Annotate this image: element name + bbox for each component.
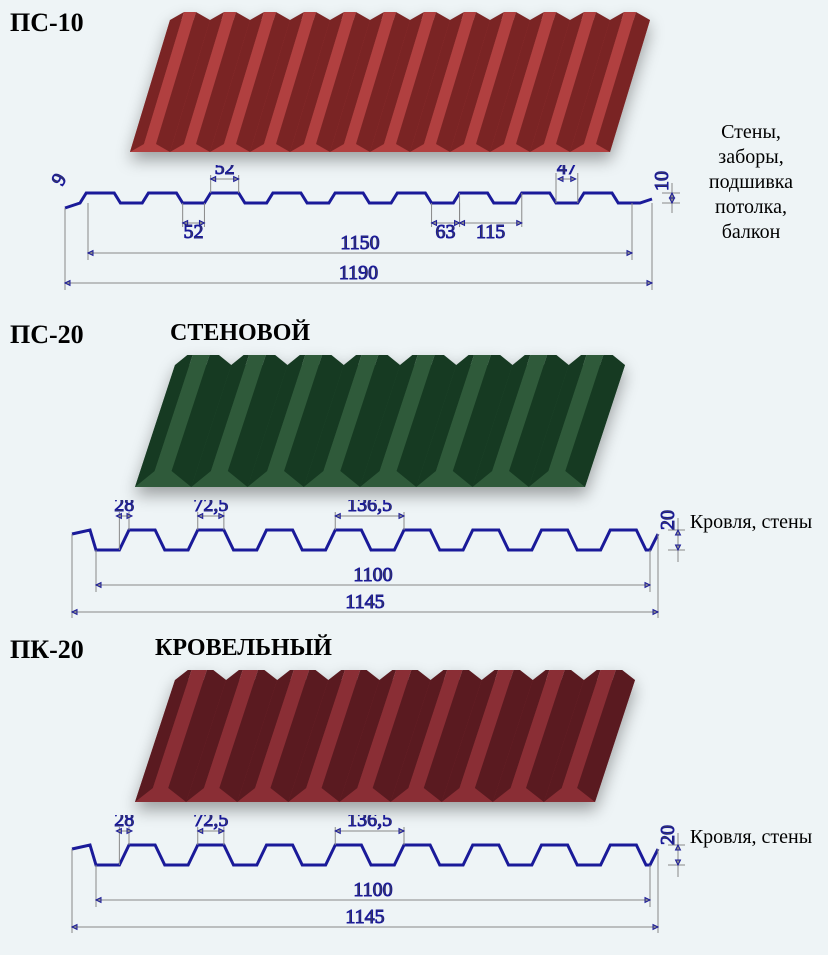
svg-text:1145: 1145 (345, 591, 384, 613)
svg-text:136,5: 136,5 (347, 815, 392, 831)
svg-text:20: 20 (657, 510, 679, 530)
svg-text:72,5: 72,5 (193, 500, 228, 516)
usage-ps20: Кровля, стены (686, 510, 816, 535)
svg-text:1100: 1100 (353, 564, 392, 586)
model-label: ПК-20 (10, 635, 84, 665)
sheet-3d-ps10 (130, 10, 650, 170)
subtitle-ps20: СТЕНОВОЙ (170, 320, 310, 347)
section-pk20: ПК-20 КРОВЕЛЬНЫЙ 28 72,5 136,5 20 1100 1145 К… (0, 635, 828, 953)
svg-text:136,5: 136,5 (347, 500, 392, 516)
profile-pk20: 28 72,5 136,5 20 1100 1145 (50, 815, 700, 955)
svg-text:20: 20 (657, 825, 679, 845)
svg-text:1100: 1100 (353, 879, 392, 901)
profile-ps20: 28 72,5 136,5 20 1100 1145 (50, 500, 700, 640)
svg-text:1190: 1190 (339, 262, 378, 284)
svg-text:9: 9 (50, 170, 71, 190)
svg-text:72,5: 72,5 (193, 815, 228, 831)
section-ps20: ПС-20 СТЕНОВОЙ 28 72,5 136,5 20 1100 1145 Кро… (0, 320, 828, 635)
usage-pk20: Кровля, стены (686, 825, 816, 850)
svg-text:52: 52 (184, 221, 204, 243)
sheet-3d-ps20 (135, 355, 625, 505)
svg-text:10: 10 (651, 171, 673, 191)
model-label: ПС-20 (10, 320, 84, 350)
svg-text:28: 28 (114, 815, 134, 831)
svg-text:115: 115 (476, 221, 505, 243)
subtitle-pk20: КРОВЕЛЬНЫЙ (155, 635, 332, 662)
svg-text:52: 52 (215, 165, 235, 179)
model-label: ПС-10 (10, 8, 84, 38)
svg-text:1150: 1150 (340, 232, 379, 254)
svg-text:1145: 1145 (345, 906, 384, 928)
profile-ps10: 9 52 47 10 52 63 115 1150 1190 (50, 165, 700, 315)
sheet-3d-pk20 (135, 670, 635, 820)
svg-text:63: 63 (436, 221, 456, 243)
section-ps10: ПС-10 9 52 47 10 52 63 115 1150 1190 Стены, забо… (0, 0, 828, 320)
svg-text:28: 28 (114, 500, 134, 516)
svg-text:47: 47 (557, 165, 577, 179)
usage-ps10: Стены, заборы, подшивка потолка, балкон (686, 120, 816, 245)
